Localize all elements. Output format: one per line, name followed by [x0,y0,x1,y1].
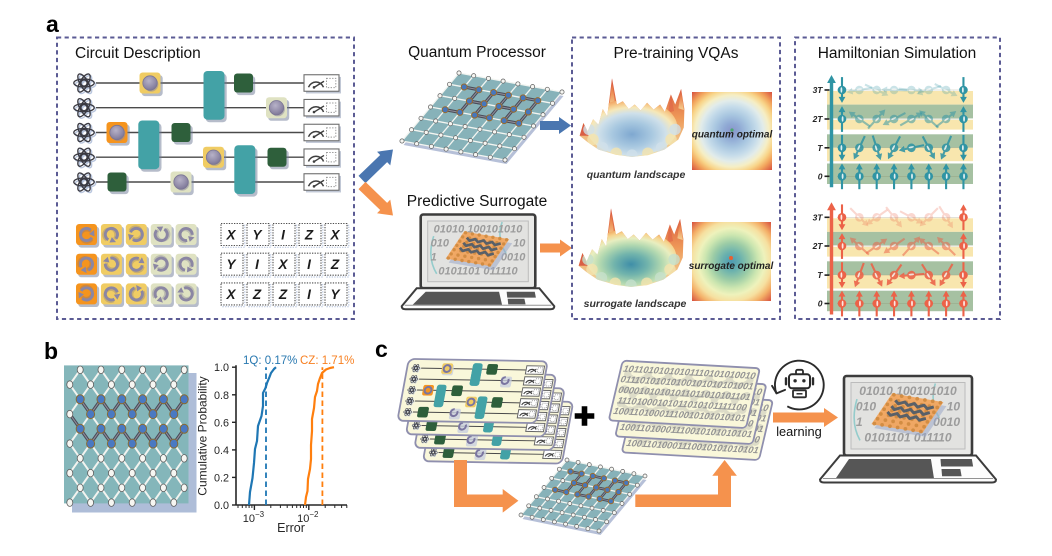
svg-text:I: I [307,257,311,272]
svg-text:0.6: 0.6 [214,417,229,429]
svg-text:CZ: 1.71%: CZ: 1.71% [300,355,354,367]
svg-text:Hamiltonian Simulation: Hamiltonian Simulation [818,45,977,62]
svg-text:surrogate optimal: surrogate optimal [689,261,774,272]
svg-text:Circuit Description: Circuit Description [75,45,201,62]
svg-text:Y: Y [252,228,263,243]
svg-text:quantum landscape: quantum landscape [587,169,686,181]
svg-text:3T: 3T [813,212,824,222]
svg-text:X: X [225,228,236,243]
svg-text:Y: Y [226,257,237,272]
svg-text:1.0: 1.0 [214,362,229,374]
svg-text:01010 100101010: 01010 100101010 [859,384,957,398]
svg-text:I: I [281,228,285,243]
svg-text:0101101 011110: 0101101 011110 [438,266,518,278]
svg-text:X: X [225,287,236,302]
svg-text:Cumulative Probability: Cumulative Probability [196,376,210,495]
svg-text:T: T [817,143,823,153]
svg-text:b: b [44,338,58,364]
svg-text:T: T [817,270,823,280]
svg-text:I: I [307,287,311,302]
svg-text:X: X [277,257,288,272]
svg-text:learning: learning [776,424,822,439]
svg-text:surrogate landscape: surrogate landscape [584,298,687,310]
svg-text:0101101 011110: 0101101 011110 [864,430,951,444]
svg-text:Z: Z [304,228,314,243]
svg-text:0: 0 [818,171,823,181]
svg-text:X: X [329,228,340,243]
svg-text:Pre-training VQAs: Pre-training VQAs [614,45,739,62]
svg-text:0.0: 0.0 [214,500,229,512]
svg-text:2T: 2T [812,241,824,251]
svg-text:Error: Error [277,521,305,535]
svg-text:a: a [46,11,59,37]
svg-text:Quantum Processor: Quantum Processor [408,44,546,61]
svg-text:I: I [255,257,259,272]
svg-text:Y: Y [330,287,341,302]
svg-text:2T: 2T [812,114,824,124]
svg-text:0.8: 0.8 [214,390,229,402]
svg-text:3T: 3T [813,85,824,95]
svg-text:Predictive Surrogate: Predictive Surrogate [407,193,547,210]
svg-text:1Q: 0.17%: 1Q: 0.17% [243,355,297,367]
svg-text:0.2: 0.2 [214,472,229,484]
svg-text:Z: Z [330,257,340,272]
svg-text:0.4: 0.4 [214,445,229,457]
svg-text:Z: Z [252,287,262,302]
svg-text:c: c [375,336,388,362]
svg-text:Z: Z [278,287,288,302]
svg-text:01010 100101010: 01010 100101010 [434,223,524,235]
svg-text:quantum optimal: quantum optimal [692,130,773,141]
svg-text:0: 0 [818,299,823,309]
